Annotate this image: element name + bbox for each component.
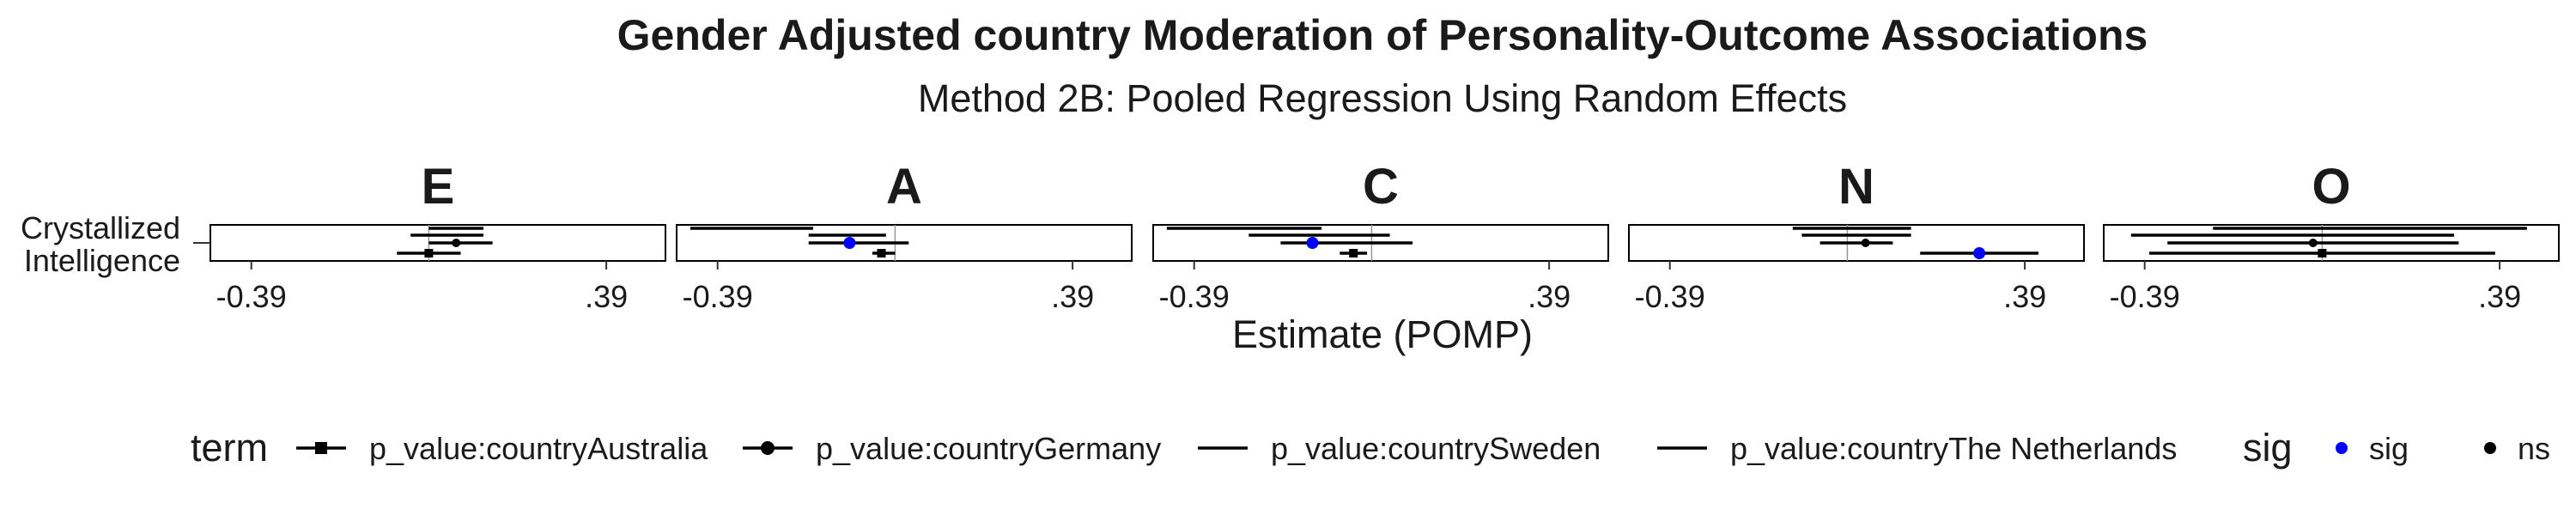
legend-term-key-marker-0 bbox=[315, 442, 327, 454]
x-tick-label-A-1: .39 bbox=[1051, 279, 1094, 314]
legend-sig-label-0: sig bbox=[2369, 431, 2409, 466]
estimate-point-N-1 bbox=[1861, 239, 1870, 247]
x-tick-label-E-1: .39 bbox=[585, 279, 628, 314]
estimate-point-C-0 bbox=[1349, 249, 1358, 258]
legend-term-label-2: p_value:countrySweden bbox=[1271, 431, 1601, 466]
legend-sig-key-0 bbox=[2336, 442, 2348, 454]
estimate-point-O-0 bbox=[2318, 249, 2327, 258]
chart-subtitle: Method 2B: Pooled Regression Using Rando… bbox=[918, 76, 1847, 120]
facet-panel-C bbox=[1152, 224, 1609, 262]
x-tick-label-E-0: -0.39 bbox=[216, 279, 287, 314]
x-axis-label: Estimate (POMP) bbox=[1232, 312, 1533, 356]
x-tick-label-C-1: .39 bbox=[1528, 279, 1571, 314]
facet-panel-O bbox=[2103, 224, 2560, 262]
facet-label-E: E bbox=[422, 159, 455, 215]
facet-panel-N bbox=[1628, 224, 2085, 262]
x-tick-label-N-0: -0.39 bbox=[1635, 279, 1705, 314]
estimate-point-E-0 bbox=[424, 249, 434, 258]
x-tick-label-O-1: .39 bbox=[2478, 279, 2521, 314]
x-tick-label-A-0: -0.39 bbox=[683, 279, 753, 314]
chart-title: Gender Adjusted country Moderation of Pe… bbox=[617, 11, 2148, 59]
facet-label-C: C bbox=[1363, 159, 1399, 215]
x-tick-label-C-0: -0.39 bbox=[1159, 279, 1230, 314]
x-tick-label-O-0: -0.39 bbox=[2110, 279, 2180, 314]
legend-sig-label-1: ns bbox=[2518, 431, 2550, 466]
legend-term-label-0: p_value:countryAustralia bbox=[369, 431, 708, 466]
facet-panel-A bbox=[676, 224, 1133, 262]
estimate-point-E-1 bbox=[452, 239, 461, 247]
x-tick-label-N-1: .39 bbox=[2003, 279, 2046, 314]
facet-label-N: N bbox=[1838, 159, 1874, 215]
estimate-point-C-1 bbox=[1306, 237, 1319, 249]
estimate-point-O-1 bbox=[2308, 239, 2318, 247]
facet-label-O: O bbox=[2312, 159, 2350, 215]
estimate-point-N-0 bbox=[1973, 247, 1986, 259]
facet-label-A: A bbox=[886, 159, 922, 215]
y-category-label-line2: Intelligence bbox=[24, 243, 180, 278]
legend-term-key-marker-1 bbox=[761, 441, 775, 455]
legend-term-label-1: p_value:countryGermany bbox=[816, 431, 1161, 466]
legend-term-label-3: p_value:countryThe Netherlands bbox=[1730, 431, 2177, 466]
legend-sig-title: sig bbox=[2243, 426, 2293, 470]
legend-term-title: term bbox=[191, 426, 268, 470]
legend-sig-key-1 bbox=[2484, 442, 2496, 454]
estimate-point-A-0 bbox=[877, 249, 886, 258]
estimate-point-A-1 bbox=[843, 237, 856, 249]
y-category-label-line1: Crystallized bbox=[21, 210, 180, 245]
